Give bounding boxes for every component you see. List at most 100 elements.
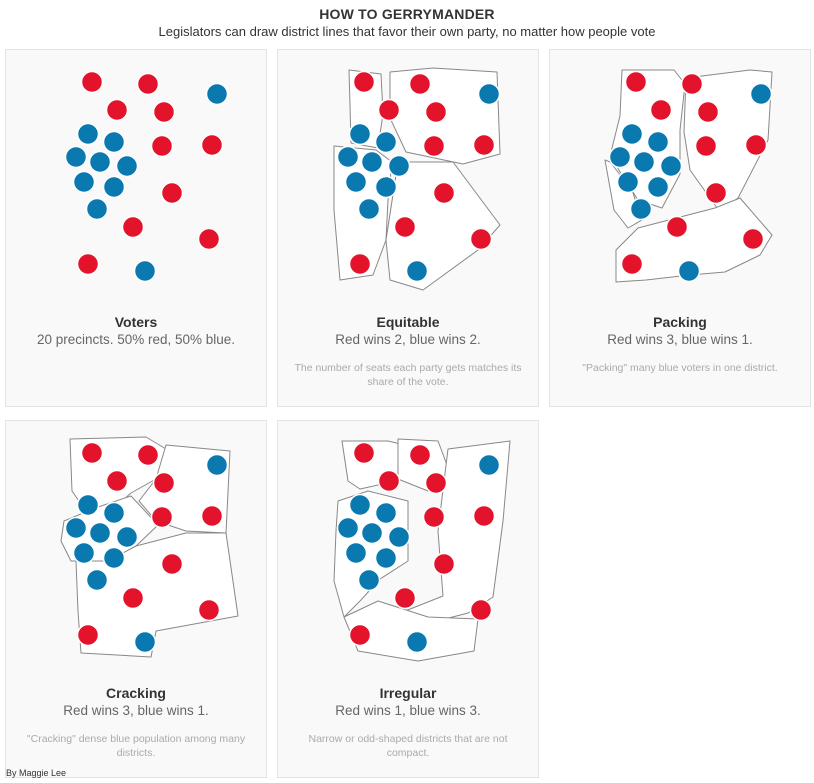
precinct-red-dot <box>348 623 372 647</box>
precinct-blue-dot <box>348 122 372 146</box>
precinct-red-dot <box>472 504 496 528</box>
panel-voters: Voters 20 precincts. 50% red, 50% blue. <box>5 49 267 407</box>
precinct-red-dot <box>150 505 174 529</box>
precinct-red-dot <box>352 441 376 465</box>
precinct-blue-dot <box>646 130 670 154</box>
panel-note: Narrow or odd-shaped districts that are … <box>308 733 508 759</box>
precinct-red-dot <box>704 181 728 205</box>
credit: By Maggie Lee <box>6 768 67 778</box>
precinct-red-dot <box>424 471 448 495</box>
precinct-red-dot <box>393 586 417 610</box>
precinct-blue-dot <box>405 630 429 654</box>
precinct-red-dot <box>377 98 401 122</box>
precinct-red-dot <box>393 215 417 239</box>
panel-cracking: Cracking Red wins 3, blue wins 1. "Crack… <box>5 420 267 778</box>
panel-equitable: Equitable Red wins 2, blue wins 2. The n… <box>277 49 539 407</box>
precinct-blue-dot <box>616 170 640 194</box>
precinct-blue-dot <box>102 175 126 199</box>
precinct-blue-dot <box>102 546 126 570</box>
panel-title: Irregular <box>379 685 437 701</box>
precinct-blue-dot <box>646 175 670 199</box>
precinct-red-dot <box>741 227 765 251</box>
precinct-blue-dot <box>360 521 384 545</box>
precinct-blue-dot <box>336 145 360 169</box>
precinct-blue-dot <box>632 150 656 174</box>
precinct-blue-dot <box>72 541 96 565</box>
precinct-red-dot <box>197 598 221 622</box>
precinct-red-dot <box>422 134 446 158</box>
precinct-blue-dot <box>608 145 632 169</box>
precinct-red-dot <box>197 227 221 251</box>
precinct-red-dot <box>694 134 718 158</box>
precinct-red-dot <box>76 252 100 276</box>
precinct-red-dot <box>649 98 673 122</box>
precinct-red-dot <box>121 586 145 610</box>
panel-result: Red wins 2, blue wins 2. <box>335 332 481 347</box>
chart-subtitle: Legislators can draw district lines that… <box>158 24 656 39</box>
precinct-red-dot <box>80 70 104 94</box>
precinct-blue-dot <box>357 568 381 592</box>
panel-note: "Packing" many blue voters in one distri… <box>582 362 778 374</box>
precinct-blue-dot <box>387 154 411 178</box>
precinct-red-dot <box>469 227 493 251</box>
precinct-blue-dot <box>85 197 109 221</box>
precinct-red-dot <box>422 505 446 529</box>
precinct-red-dot <box>152 471 176 495</box>
panel-title: Equitable <box>376 314 440 330</box>
cracking-map <box>60 436 239 658</box>
panel-result: Red wins 3, blue wins 1. <box>63 703 209 718</box>
precinct-red-dot <box>136 443 160 467</box>
precinct-blue-dot <box>76 493 100 517</box>
precinct-blue-dot <box>677 259 701 283</box>
precinct-red-dot <box>696 100 720 124</box>
panel-packing: Packing Red wins 3, blue wins 1. "Packin… <box>549 49 811 407</box>
precinct-blue-dot <box>405 259 429 283</box>
precinct-blue-dot <box>620 122 644 146</box>
precinct-red-dot <box>472 133 496 157</box>
precinct-blue-dot <box>72 170 96 194</box>
precinct-blue-dot <box>115 525 139 549</box>
precinct-red-dot <box>744 133 768 157</box>
precinct-red-dot <box>348 252 372 276</box>
precinct-blue-dot <box>205 453 229 477</box>
precinct-red-dot <box>105 469 129 493</box>
precinct-blue-dot <box>85 568 109 592</box>
precinct-red-dot <box>624 70 648 94</box>
precinct-blue-dot <box>88 150 112 174</box>
precinct-red-dot <box>432 181 456 205</box>
precinct-blue-dot <box>344 541 368 565</box>
precinct-red-dot <box>424 100 448 124</box>
precinct-blue-dot <box>348 493 372 517</box>
precinct-blue-dot <box>357 197 381 221</box>
precinct-red-dot <box>352 70 376 94</box>
district-4-boundary <box>615 197 773 283</box>
precinct-blue-dot <box>205 82 229 106</box>
panel-title: Packing <box>653 314 707 330</box>
irregular-map <box>333 438 511 662</box>
panel-result: 20 precincts. 50% red, 50% blue. <box>36 332 236 347</box>
precinct-blue-dot <box>102 501 126 525</box>
panel-note: "Cracking" dense blue population among m… <box>26 733 246 759</box>
district-5-boundary <box>343 600 479 662</box>
precinct-blue-dot <box>629 197 653 221</box>
precinct-red-dot <box>665 215 689 239</box>
panel-title: Voters <box>114 314 158 330</box>
precinct-blue-dot <box>374 501 398 525</box>
voters-map <box>64 70 229 283</box>
precinct-red-dot <box>121 215 145 239</box>
precinct-red-dot <box>408 443 432 467</box>
precinct-red-dot <box>160 181 184 205</box>
precinct-red-dot <box>408 72 432 96</box>
precinct-blue-dot <box>336 516 360 540</box>
panel-irregular: Irregular Red wins 1, blue wins 3. Narro… <box>277 420 539 778</box>
precinct-blue-dot <box>360 150 384 174</box>
precinct-blue-dot <box>374 130 398 154</box>
precinct-red-dot <box>76 623 100 647</box>
precinct-blue-dot <box>659 154 683 178</box>
district-4-boundary <box>385 161 501 291</box>
precinct-blue-dot <box>64 516 88 540</box>
precinct-blue-dot <box>64 145 88 169</box>
precinct-blue-dot <box>387 525 411 549</box>
precinct-blue-dot <box>102 130 126 154</box>
precinct-blue-dot <box>749 82 773 106</box>
